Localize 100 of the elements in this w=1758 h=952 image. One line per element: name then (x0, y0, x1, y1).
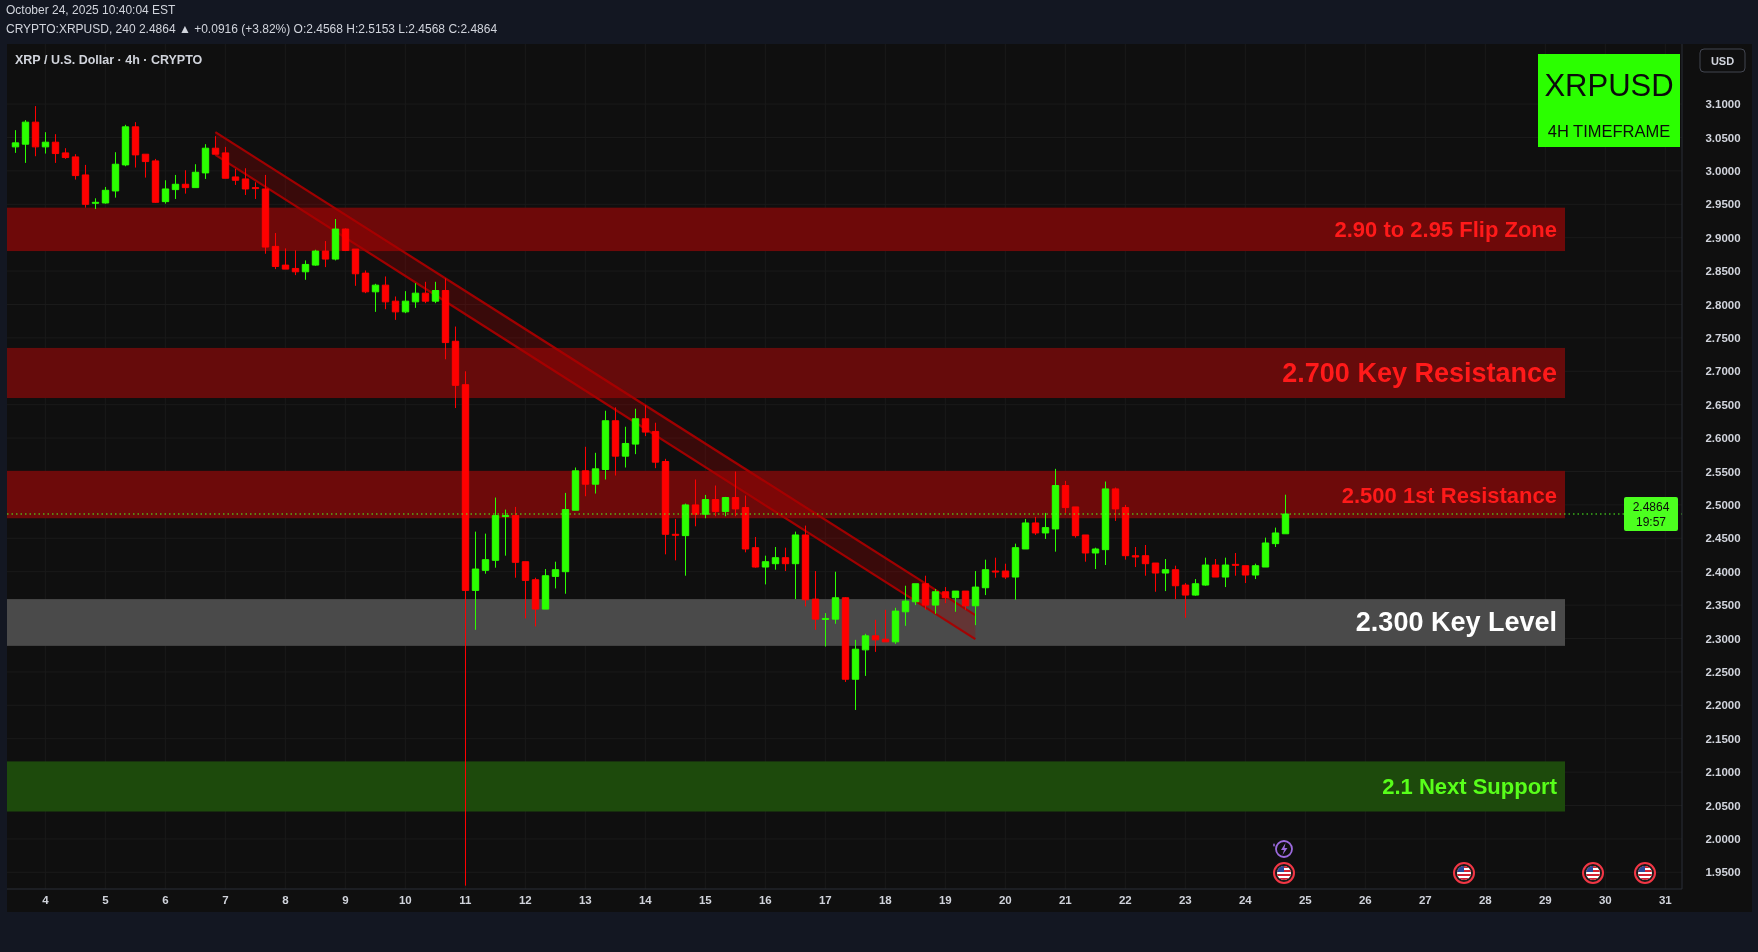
candlestick (101, 186, 110, 205)
candlestick (651, 422, 660, 469)
candlestick (1081, 534, 1090, 563)
candlestick (591, 452, 600, 495)
candlestick (71, 153, 80, 181)
candlestick (791, 531, 800, 600)
candlestick (441, 277, 450, 360)
candlestick (671, 518, 680, 561)
candlestick (1211, 558, 1220, 578)
x-tick-label: 7 (222, 894, 229, 906)
candlestick (661, 458, 670, 555)
y-tick-label: 2.6500 (1705, 398, 1741, 411)
candlestick (61, 147, 70, 160)
candlestick (1031, 516, 1040, 536)
y-tick-label: 2.8000 (1705, 298, 1741, 311)
y-tick-label: 1.9500 (1705, 866, 1741, 879)
candlestick (731, 471, 740, 517)
y-tick-label: 3.0000 (1705, 164, 1741, 177)
candlestick (1121, 504, 1130, 561)
candlestick (881, 609, 890, 643)
candlestick (1021, 518, 1030, 550)
band-label: 2.700 Key Resistance (1282, 357, 1557, 388)
candlestick (391, 296, 400, 321)
candlestick (1181, 582, 1190, 619)
candlestick (91, 197, 100, 210)
candlestick (131, 121, 140, 169)
ref-line-label: 2.4864 (1632, 499, 1670, 514)
candlestick (991, 557, 1000, 579)
candlestick (431, 281, 440, 304)
candlestick (551, 561, 560, 589)
candlestick (1241, 565, 1250, 584)
y-tick-label: 3.0500 (1705, 131, 1741, 144)
x-tick-label: 14 (638, 894, 653, 906)
candlestick (271, 232, 280, 270)
x-tick-label: 18 (878, 894, 893, 906)
candlestick (1261, 537, 1270, 568)
candlestick (181, 169, 190, 195)
y-tick-label: 2.0500 (1705, 799, 1741, 812)
candlestick (31, 105, 40, 157)
candlestick (961, 590, 970, 611)
candlestick (511, 506, 520, 579)
x-tick-label: 24 (1238, 894, 1253, 906)
candlestick (1281, 494, 1290, 535)
x-tick-label: 29 (1538, 894, 1552, 906)
annotation: XRPUSD (1544, 68, 1674, 103)
candlestick (941, 586, 950, 604)
candlestick (521, 561, 530, 619)
candlestick (261, 174, 270, 255)
candlestick (911, 583, 920, 606)
chart-subtitle: CRYPTO:XRPUSD, 240 2.4864 ▲ +0.0916 (+3.82%) O:2.4568 H:2.5153 L:2.4568 C:2.4864 (6, 22, 498, 36)
candlestick (111, 151, 120, 199)
band-label: 2.90 to 2.95 Flip Zone (1334, 216, 1557, 242)
candlestick (761, 555, 770, 585)
candlestick (981, 559, 990, 596)
x-tick-label: 11 (459, 894, 473, 906)
x-tick-label: 22 (1118, 894, 1132, 906)
candlestick (281, 247, 290, 270)
x-tick-label: 12 (518, 894, 532, 906)
candlestick (81, 164, 90, 209)
candlestick (451, 326, 460, 409)
candlestick (601, 410, 610, 481)
candlestick (411, 282, 420, 309)
candlestick (851, 639, 860, 711)
y-tick-label: 2.9000 (1705, 231, 1741, 244)
candlestick (681, 503, 690, 577)
y-tick-label: 2.4500 (1705, 532, 1741, 545)
y-tick-label: 2.4000 (1705, 565, 1741, 578)
candlestick (1201, 557, 1210, 587)
y-tick-label: 2.2000 (1705, 699, 1741, 712)
annotation: 19:57 (1635, 514, 1667, 529)
x-tick-label: 16 (758, 894, 772, 906)
candlestick (801, 525, 810, 607)
candlestick (891, 607, 900, 645)
band-label: 2.300 Key Level (1355, 607, 1557, 638)
candlestick (41, 131, 50, 155)
candlestick (921, 575, 930, 611)
candlestick (841, 596, 850, 683)
candlestick (491, 497, 500, 569)
candlestick (1251, 563, 1260, 580)
candlestick (161, 179, 170, 205)
y-tick-label: 2.8500 (1705, 265, 1741, 278)
candlestick (141, 153, 150, 179)
candlestick (1131, 546, 1140, 568)
candlestick (741, 495, 750, 553)
candlestick (1161, 558, 1170, 592)
candlestick (201, 143, 210, 180)
x-tick-label: 13 (578, 894, 592, 906)
text: USD (1710, 55, 1735, 67)
band-label: 2.500 1st Resistance (1341, 482, 1557, 508)
candlestick (701, 494, 710, 519)
x-tick-label: 26 (1358, 894, 1372, 906)
x-tick-label: 19 (938, 894, 952, 906)
y-tick-label: 2.5000 (1705, 498, 1741, 511)
candlestick (1231, 552, 1240, 577)
candlestick (621, 426, 630, 468)
candlestick (1071, 506, 1080, 539)
y-tick-label: 2.7500 (1705, 331, 1741, 344)
candlestick (1271, 527, 1280, 548)
candlestick (291, 249, 300, 276)
candlestick (301, 259, 310, 281)
